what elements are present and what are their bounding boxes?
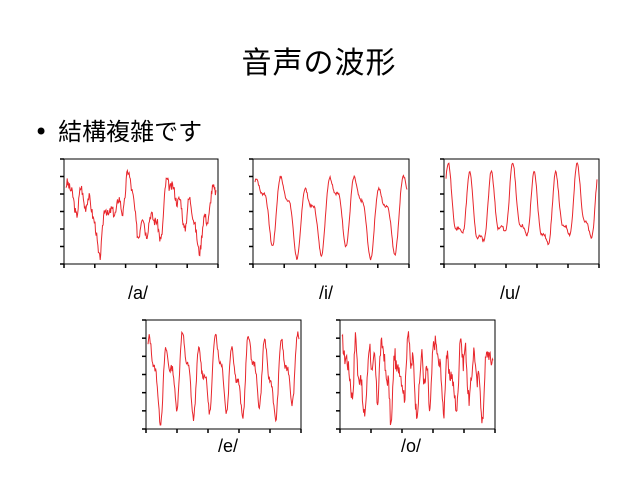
waveform-o-svg (336, 319, 496, 433)
caption-e: /e/ (217, 436, 238, 456)
plot-frame (145, 319, 302, 430)
waveform-line (445, 162, 598, 246)
plot-frame (63, 158, 219, 265)
caption-o: /o/ (400, 436, 421, 456)
waveform-a-svg (60, 158, 219, 268)
waveform-plot-a (58, 157, 220, 270)
waveform-u-svg (440, 158, 600, 268)
bullet-item: • 結構複雑です (34, 112, 202, 147)
waveform-line (341, 331, 494, 426)
caption-u: /u/ (499, 283, 520, 303)
plot-frame (443, 158, 600, 265)
waveform-plot-e (140, 318, 303, 435)
waveform-plot-u (438, 157, 601, 270)
waveform-e-svg (142, 319, 302, 433)
waveform-line (254, 174, 408, 261)
caption-a: /a/ (127, 283, 148, 303)
caption-i: /i/ (318, 283, 333, 303)
bullet-symbol: • (34, 118, 49, 146)
slide-title: 音声の波形 (241, 46, 397, 81)
waveform-line (65, 168, 217, 261)
bullet-text: 結構複雑です (58, 118, 203, 146)
waveform-plot-o (334, 318, 497, 435)
waveform-plot-i (247, 157, 411, 270)
waveform-line (147, 330, 300, 426)
waveform-i-svg (249, 158, 410, 268)
